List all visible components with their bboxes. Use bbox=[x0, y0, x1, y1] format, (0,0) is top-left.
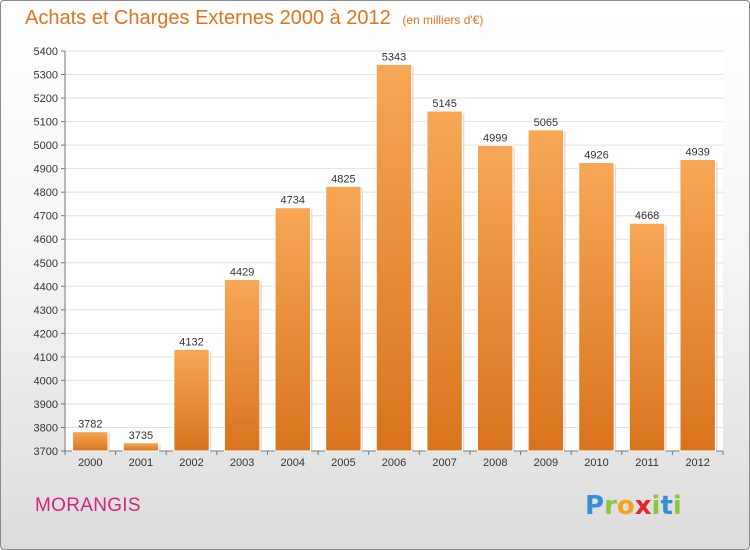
y-tick-label: 4100 bbox=[34, 352, 58, 364]
logo-letter: i bbox=[672, 491, 682, 521]
bar-2002[interactable] bbox=[173, 348, 210, 452]
x-tick-label: 2011 bbox=[635, 457, 659, 469]
data-label: 3735 bbox=[129, 430, 153, 442]
x-tick-label: 2004 bbox=[281, 457, 305, 469]
y-tick-label: 5400 bbox=[34, 46, 58, 58]
data-label: 4825 bbox=[331, 173, 355, 185]
x-tick-label: 2005 bbox=[331, 457, 355, 469]
logo-letter: i bbox=[651, 491, 661, 521]
bar-2000[interactable] bbox=[72, 431, 109, 452]
y-tick-label: 4900 bbox=[34, 164, 58, 176]
logo-letter: r bbox=[604, 491, 617, 521]
bar-2012[interactable] bbox=[679, 158, 716, 452]
y-tick-label: 4700 bbox=[34, 211, 58, 223]
y-tick-label: 4500 bbox=[34, 258, 58, 270]
bar-2006[interactable] bbox=[375, 63, 413, 452]
x-tick-label: 2001 bbox=[129, 457, 153, 469]
y-tick-label: 5300 bbox=[34, 70, 58, 82]
logo-letter: P bbox=[585, 491, 605, 521]
data-label: 4926 bbox=[584, 150, 608, 162]
bar-2009[interactable] bbox=[527, 129, 565, 452]
data-label: 4132 bbox=[179, 336, 203, 348]
x-tick-label: 2006 bbox=[382, 457, 406, 469]
y-tick-label: 3900 bbox=[34, 399, 58, 411]
logo-letter: x bbox=[634, 491, 652, 521]
data-label: 4429 bbox=[230, 266, 254, 278]
logo-letter: o bbox=[616, 491, 635, 521]
x-tick-label: 2009 bbox=[534, 457, 558, 469]
y-tick-label: 5000 bbox=[34, 140, 58, 152]
chart-unit-label: (en milliers d'€) bbox=[402, 13, 484, 27]
bar-2010[interactable] bbox=[578, 162, 615, 452]
chart-title-text: Achats et Charges Externes 2000 à 2012 bbox=[25, 7, 391, 29]
y-tick-label: 4200 bbox=[34, 328, 58, 340]
y-tick-label: 5100 bbox=[34, 117, 58, 129]
data-label: 3782 bbox=[78, 419, 102, 431]
y-tick-label: 4600 bbox=[34, 234, 58, 246]
y-tick-label: 3700 bbox=[34, 446, 58, 458]
y-tick-label: 4800 bbox=[34, 187, 58, 199]
y-tick-label: 4300 bbox=[34, 305, 58, 317]
bar-2001[interactable] bbox=[122, 442, 160, 452]
bar-2008[interactable] bbox=[477, 144, 514, 452]
bar-2004[interactable] bbox=[274, 207, 311, 452]
data-label: 4939 bbox=[685, 146, 709, 158]
bar-2003[interactable] bbox=[223, 278, 261, 452]
bar-2011[interactable] bbox=[628, 222, 666, 452]
data-label: 5145 bbox=[432, 98, 456, 110]
data-label: 4734 bbox=[281, 195, 305, 207]
bar-2005[interactable] bbox=[325, 185, 362, 452]
y-tick-label: 4400 bbox=[34, 281, 58, 293]
y-tick-label: 4000 bbox=[34, 375, 58, 387]
x-tick-label: 2007 bbox=[432, 457, 456, 469]
town-name: MORANGIS bbox=[35, 495, 141, 516]
x-tick-label: 2002 bbox=[179, 457, 203, 469]
data-label: 4999 bbox=[483, 132, 507, 144]
y-tick-label: 3800 bbox=[34, 422, 58, 434]
y-tick-label: 5200 bbox=[34, 93, 58, 105]
x-tick-label: 2008 bbox=[483, 457, 507, 469]
x-tick-label: 2010 bbox=[584, 457, 608, 469]
x-tick-label: 2003 bbox=[230, 457, 254, 469]
data-label: 5065 bbox=[534, 117, 558, 129]
data-label: 5343 bbox=[382, 51, 406, 63]
x-tick-label: 2000 bbox=[78, 457, 102, 469]
logo-letter: t bbox=[660, 491, 673, 521]
x-tick-label: 2012 bbox=[685, 457, 709, 469]
chart-title: Achats et Charges Externes 2000 à 2012 (… bbox=[25, 7, 483, 30]
proxiti-logo[interactable]: Proxiti bbox=[585, 491, 682, 521]
data-label: 4668 bbox=[635, 210, 659, 222]
bar-2007[interactable] bbox=[426, 110, 463, 452]
